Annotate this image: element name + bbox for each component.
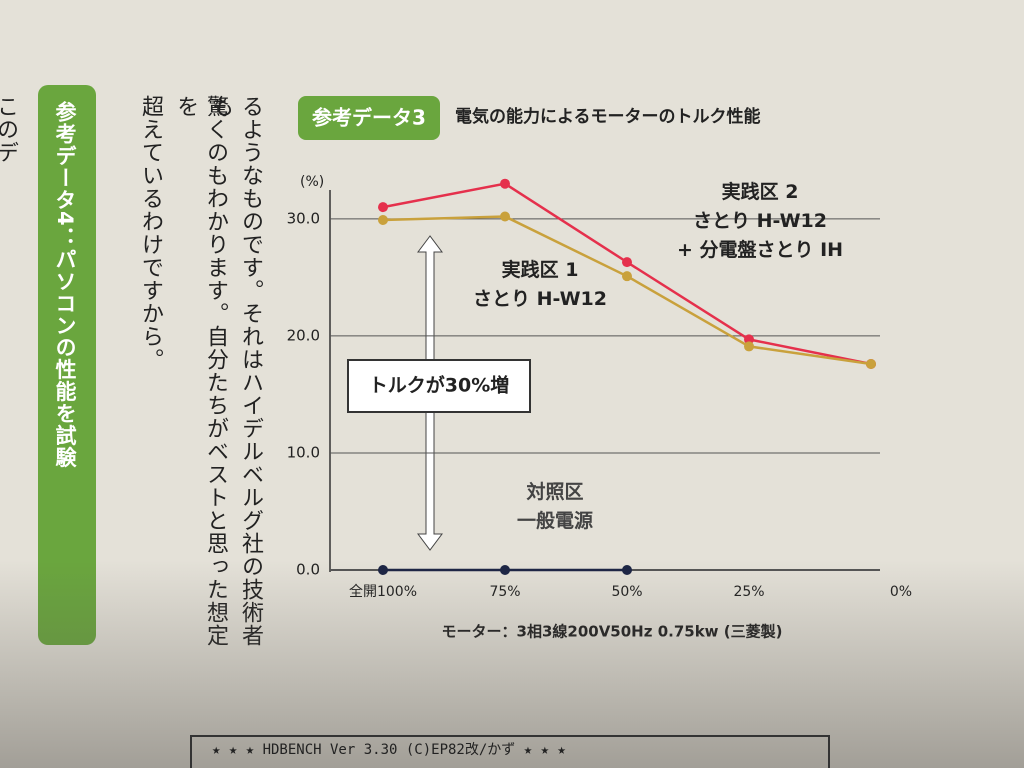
point: [378, 202, 388, 213]
series-label-line: 実践区 2: [722, 180, 799, 203]
x-tick-label: 全開100%: [349, 583, 417, 600]
badge-text: 参考データ3: [312, 106, 426, 130]
y-tick-label: 0.0: [296, 561, 320, 579]
y-tick-label: 30.0: [287, 209, 320, 227]
y-tick-label: 20.0: [287, 326, 320, 344]
point: [866, 358, 876, 369]
series-label-line: 実践区 1: [502, 258, 579, 281]
series-label-line: 対照区: [525, 480, 583, 503]
y-unit: (%): [300, 174, 324, 190]
series-label-line: + 分電盤さとり IH: [677, 238, 843, 261]
body-text: 超えているわけですから。: [138, 95, 163, 371]
series-label-line: さとり H-W12: [693, 210, 827, 232]
chart-title: 電気の能力によるモーターのトルク性能: [455, 106, 761, 127]
point: [744, 334, 754, 345]
sidebar-label: 参考データ4：パソコンの性能を試験: [53, 101, 77, 469]
body-text: るようなものです。それはハイデルベルグ社の技術者も: [208, 95, 263, 647]
point: [500, 178, 510, 189]
footer: ★ ★ ★ HDBENCH Ver 3.30 (C)EP82改/かず ★ ★ ★: [190, 735, 830, 768]
body-text: このデ: [0, 95, 18, 164]
y-tick-label: 10.0: [287, 443, 320, 461]
point: [744, 341, 754, 352]
point: [500, 565, 510, 575]
x-axis-label: モーター：3相3線200V50Hz 0.75kw (三菱製): [442, 623, 783, 641]
series-label-line: さとり H-W12: [473, 288, 607, 310]
x-tick-label: 75%: [489, 584, 520, 600]
series-label-line: 一般電源: [517, 509, 593, 532]
annotation: トルクが30%増: [369, 374, 509, 397]
series-label: 実践区 2 さとり H-W12 + 分電盤さとり IH: [677, 180, 843, 261]
annotation-box: [347, 359, 531, 413]
point: [378, 214, 388, 225]
point: [622, 271, 632, 282]
x-tick-label: 0%: [890, 584, 912, 600]
badge: [298, 96, 440, 140]
point: [622, 565, 632, 575]
x-tick-label: 25%: [733, 584, 764, 600]
point: [500, 211, 510, 222]
series-label: 対照区一般電源: [517, 480, 593, 532]
point: [622, 257, 632, 268]
point: [378, 565, 388, 575]
series-label: 実践区 1 さとり H-W12: [473, 258, 607, 310]
x-tick-label: 50%: [611, 584, 642, 600]
sidebar: 参考データ4：パソコンの性能を試験: [38, 85, 96, 645]
body-text: 驚くのもわかります。自分たちがベストと思った想定を: [173, 95, 228, 647]
